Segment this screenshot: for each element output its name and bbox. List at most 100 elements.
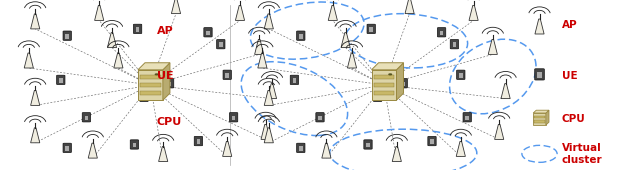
FancyBboxPatch shape	[63, 143, 71, 152]
Polygon shape	[255, 39, 264, 54]
Polygon shape	[114, 53, 123, 68]
FancyBboxPatch shape	[534, 120, 545, 123]
Polygon shape	[142, 95, 146, 100]
Polygon shape	[392, 147, 401, 162]
FancyBboxPatch shape	[165, 79, 174, 88]
Polygon shape	[65, 34, 69, 39]
Polygon shape	[232, 116, 236, 120]
Polygon shape	[546, 110, 549, 125]
Polygon shape	[223, 141, 232, 156]
FancyBboxPatch shape	[367, 24, 375, 33]
FancyBboxPatch shape	[63, 31, 71, 40]
FancyBboxPatch shape	[374, 75, 394, 79]
Polygon shape	[533, 113, 546, 125]
Polygon shape	[108, 33, 116, 48]
Polygon shape	[369, 27, 373, 32]
FancyBboxPatch shape	[534, 116, 545, 118]
Polygon shape	[452, 42, 456, 47]
FancyBboxPatch shape	[297, 143, 305, 152]
Text: AP: AP	[562, 21, 577, 30]
FancyBboxPatch shape	[230, 113, 238, 122]
Polygon shape	[348, 53, 356, 68]
Text: UE: UE	[157, 72, 173, 81]
Polygon shape	[371, 63, 404, 70]
FancyBboxPatch shape	[316, 113, 324, 122]
FancyBboxPatch shape	[374, 83, 394, 87]
Circle shape	[156, 74, 158, 75]
Polygon shape	[264, 14, 273, 29]
FancyBboxPatch shape	[223, 70, 232, 79]
Polygon shape	[88, 143, 97, 158]
Polygon shape	[440, 31, 444, 35]
FancyBboxPatch shape	[140, 83, 161, 87]
Polygon shape	[268, 84, 276, 99]
Polygon shape	[459, 73, 463, 78]
Polygon shape	[465, 116, 469, 120]
Polygon shape	[261, 124, 270, 139]
Polygon shape	[538, 72, 541, 78]
Polygon shape	[163, 63, 170, 100]
FancyBboxPatch shape	[535, 69, 545, 80]
Polygon shape	[299, 146, 303, 151]
Polygon shape	[24, 53, 33, 68]
FancyBboxPatch shape	[57, 75, 65, 84]
FancyBboxPatch shape	[195, 136, 202, 146]
Polygon shape	[469, 5, 478, 20]
Polygon shape	[31, 128, 40, 143]
Polygon shape	[31, 90, 40, 105]
Polygon shape	[318, 116, 322, 120]
Polygon shape	[533, 110, 549, 113]
Polygon shape	[371, 70, 396, 100]
FancyBboxPatch shape	[399, 79, 408, 88]
Polygon shape	[341, 33, 350, 48]
Polygon shape	[132, 143, 136, 148]
Polygon shape	[322, 143, 331, 158]
FancyBboxPatch shape	[204, 28, 212, 37]
FancyBboxPatch shape	[463, 113, 471, 122]
Polygon shape	[65, 146, 69, 151]
FancyBboxPatch shape	[374, 91, 394, 95]
Polygon shape	[95, 5, 104, 20]
Polygon shape	[196, 139, 200, 144]
Circle shape	[389, 74, 392, 75]
Polygon shape	[264, 90, 273, 105]
Polygon shape	[405, 0, 414, 14]
FancyBboxPatch shape	[134, 24, 142, 33]
Polygon shape	[59, 78, 63, 83]
FancyBboxPatch shape	[451, 39, 458, 49]
Text: CPU: CPU	[157, 117, 182, 127]
Text: CPU: CPU	[562, 114, 586, 124]
Polygon shape	[299, 34, 303, 39]
FancyBboxPatch shape	[428, 136, 436, 146]
Polygon shape	[376, 95, 380, 100]
Polygon shape	[328, 5, 337, 20]
Polygon shape	[225, 73, 229, 78]
Polygon shape	[138, 63, 170, 70]
Polygon shape	[172, 0, 180, 14]
FancyBboxPatch shape	[140, 91, 161, 95]
FancyBboxPatch shape	[83, 113, 91, 122]
Polygon shape	[264, 128, 273, 143]
Polygon shape	[430, 139, 434, 144]
FancyBboxPatch shape	[374, 92, 381, 101]
Text: AP: AP	[157, 26, 173, 36]
Polygon shape	[84, 116, 88, 120]
FancyBboxPatch shape	[290, 75, 298, 84]
Polygon shape	[292, 78, 296, 83]
Polygon shape	[236, 5, 244, 20]
FancyBboxPatch shape	[140, 75, 161, 79]
Polygon shape	[206, 31, 210, 35]
Polygon shape	[535, 19, 544, 34]
Text: UE: UE	[562, 72, 577, 81]
FancyBboxPatch shape	[457, 70, 465, 79]
Polygon shape	[495, 124, 504, 139]
Polygon shape	[168, 82, 172, 86]
Polygon shape	[31, 14, 40, 29]
Polygon shape	[138, 70, 163, 100]
Polygon shape	[219, 42, 223, 47]
Polygon shape	[258, 53, 267, 68]
FancyBboxPatch shape	[364, 140, 372, 149]
Polygon shape	[159, 147, 168, 162]
Polygon shape	[136, 27, 140, 32]
FancyBboxPatch shape	[140, 92, 148, 101]
